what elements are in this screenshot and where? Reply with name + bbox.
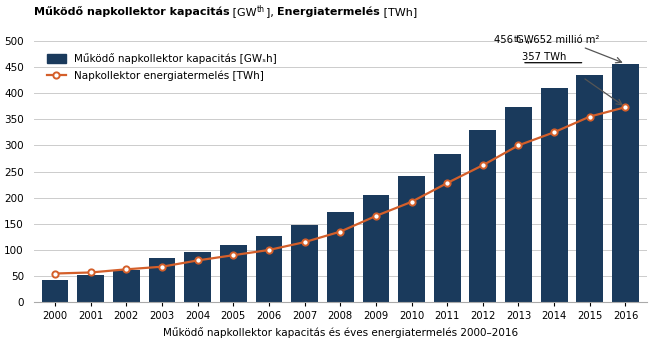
Bar: [434, 154, 460, 302]
Bar: [113, 270, 140, 302]
Text: ],: ],: [266, 7, 277, 17]
Bar: [256, 236, 283, 302]
Bar: [291, 225, 318, 302]
Bar: [505, 107, 532, 302]
Legend: Működő napkollektor kapacitás [GWₛh], Napkollektor energiatermelés [TWh]: Működő napkollektor kapacitás [GWₛh], Na…: [45, 51, 279, 83]
Bar: [42, 280, 68, 302]
Bar: [77, 275, 104, 302]
Bar: [220, 245, 247, 302]
Bar: [327, 212, 353, 302]
Text: th: th: [514, 35, 522, 44]
X-axis label: Működő napkollektor kapacitás és éves energiatermelés 2000–2016: Működő napkollektor kapacitás és éves en…: [163, 327, 518, 338]
Text: , 652 millió m²: , 652 millió m²: [527, 35, 600, 45]
Text: Működő napkollektor kapacitás: Működő napkollektor kapacitás: [34, 6, 229, 17]
Bar: [363, 195, 389, 302]
Bar: [612, 64, 639, 302]
Text: 456 GW: 456 GW: [493, 35, 533, 45]
Bar: [541, 88, 568, 302]
Text: [GW: [GW: [229, 7, 257, 17]
Text: 357 TWh: 357 TWh: [522, 52, 566, 62]
Text: th: th: [257, 5, 265, 14]
Bar: [469, 130, 496, 302]
Bar: [398, 176, 425, 302]
Text: Energiatermelés: Energiatermelés: [277, 6, 380, 17]
Bar: [576, 75, 603, 302]
Bar: [148, 258, 175, 302]
Bar: [184, 252, 211, 302]
Text: [TWh]: [TWh]: [380, 7, 417, 17]
